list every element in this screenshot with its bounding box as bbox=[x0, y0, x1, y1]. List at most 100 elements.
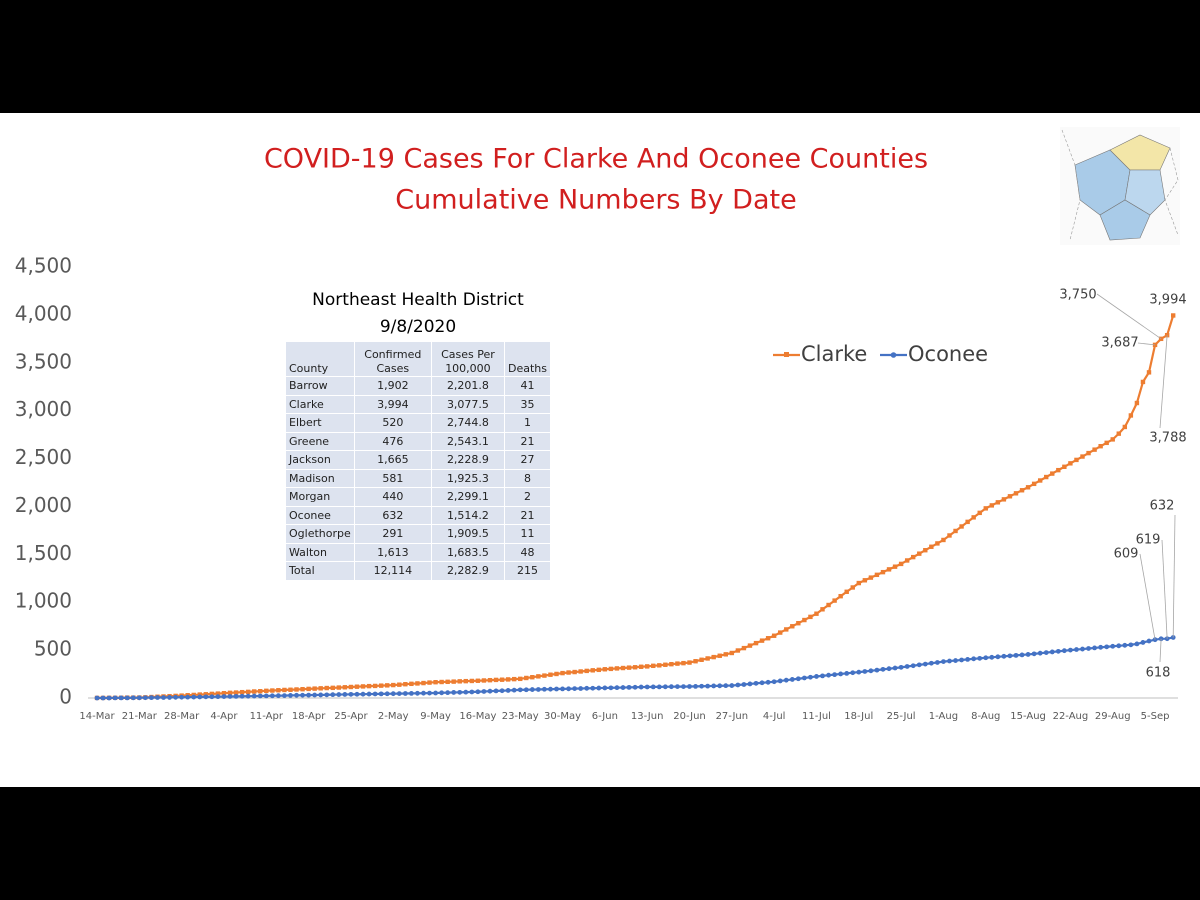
data-point bbox=[264, 688, 269, 694]
data-point bbox=[705, 656, 710, 661]
map-county bbox=[1124, 169, 1166, 216]
table-cell: 1,665 bbox=[353, 450, 432, 470]
table-cell: 3,994 bbox=[353, 394, 432, 414]
data-point bbox=[614, 666, 620, 671]
data-point bbox=[741, 682, 747, 687]
data-point bbox=[802, 617, 807, 623]
data-point bbox=[959, 524, 964, 529]
data-point bbox=[518, 676, 523, 682]
data-point bbox=[789, 677, 795, 682]
table-cell: 27 bbox=[503, 450, 552, 470]
data-point bbox=[681, 660, 686, 666]
data-point bbox=[227, 694, 233, 699]
table-cell: 21 bbox=[503, 505, 552, 525]
data-point bbox=[644, 684, 650, 690]
data-point bbox=[675, 661, 680, 666]
data-point bbox=[318, 692, 324, 698]
data-point bbox=[602, 685, 608, 691]
data-point bbox=[106, 695, 112, 701]
table-cell: 1,925.3 bbox=[430, 468, 505, 488]
data-point bbox=[916, 662, 922, 668]
data-label: 609 bbox=[1114, 547, 1139, 562]
data-point bbox=[608, 685, 614, 691]
data-point bbox=[439, 679, 444, 685]
data-point bbox=[294, 687, 299, 692]
data-point bbox=[203, 692, 209, 697]
data-point bbox=[173, 694, 178, 700]
data-point bbox=[1068, 461, 1073, 466]
leader-line bbox=[1159, 638, 1162, 663]
data-point bbox=[505, 677, 511, 682]
data-point bbox=[391, 682, 396, 688]
data-point bbox=[215, 691, 221, 696]
data-point bbox=[777, 630, 783, 635]
table-cell: Elbert bbox=[285, 413, 355, 433]
leader-line bbox=[1159, 335, 1168, 429]
table-cell: 1,514.2 bbox=[430, 505, 505, 525]
data-point bbox=[282, 687, 287, 693]
data-point bbox=[481, 689, 487, 694]
data-point bbox=[1110, 437, 1115, 442]
data-point bbox=[747, 681, 753, 687]
data-point bbox=[1146, 370, 1152, 375]
data-point bbox=[838, 593, 843, 599]
data-point bbox=[614, 685, 620, 691]
legend-marker bbox=[784, 352, 789, 357]
data-point bbox=[729, 650, 735, 656]
data-point bbox=[1104, 440, 1109, 446]
table-cell: 3,077.5 bbox=[430, 394, 505, 414]
data-point bbox=[662, 684, 668, 690]
data-point bbox=[626, 665, 632, 670]
table-header-row: County Confirmed Cases Cases Per 100,000 De… bbox=[285, 341, 552, 377]
data-point bbox=[753, 640, 759, 646]
data-point bbox=[457, 679, 462, 684]
data-point bbox=[1146, 638, 1152, 644]
data-label: 3,750 bbox=[1059, 288, 1096, 303]
data-point bbox=[136, 695, 142, 701]
x-tick-label: 15-Aug bbox=[1010, 711, 1046, 722]
x-tick-label: 25-Jul bbox=[887, 711, 916, 722]
data-point bbox=[336, 692, 342, 697]
table-cell: 291 bbox=[353, 524, 432, 544]
y-tick-label: 1,000 bbox=[15, 589, 72, 613]
data-point bbox=[324, 685, 329, 691]
data-point bbox=[270, 688, 275, 693]
data-point bbox=[427, 690, 432, 696]
data-point bbox=[771, 679, 777, 685]
data-point bbox=[898, 561, 904, 567]
map-county bbox=[1109, 134, 1171, 171]
county-map bbox=[1060, 127, 1180, 245]
x-tick-label: 9-May bbox=[420, 711, 451, 722]
data-point bbox=[1122, 642, 1128, 648]
data-point bbox=[221, 691, 227, 696]
data-label: 619 bbox=[1136, 533, 1161, 548]
data-point bbox=[874, 667, 880, 673]
table-cell: 48 bbox=[503, 542, 552, 562]
data-point bbox=[1116, 431, 1121, 436]
data-point bbox=[699, 657, 704, 662]
data-point bbox=[167, 695, 172, 700]
data-point bbox=[396, 691, 402, 696]
table-cell: 1,613 bbox=[353, 542, 432, 562]
data-point bbox=[838, 671, 844, 677]
data-point bbox=[560, 670, 565, 676]
data-point bbox=[886, 567, 892, 572]
x-tick-label: 20-Jun bbox=[673, 711, 706, 722]
data-point bbox=[221, 694, 227, 699]
data-point bbox=[911, 554, 916, 560]
table-cell: 1,902 bbox=[353, 376, 432, 396]
data-point bbox=[300, 686, 305, 692]
data-point bbox=[953, 528, 958, 534]
data-point bbox=[808, 614, 813, 620]
table-cell: Oglethorpe bbox=[285, 524, 355, 544]
data-point bbox=[656, 684, 662, 690]
table-row: Greene 476 2,543.1 21 bbox=[285, 431, 552, 451]
data-point bbox=[602, 667, 608, 672]
data-point bbox=[155, 695, 160, 700]
map-border bbox=[1061, 129, 1081, 241]
data-point bbox=[215, 694, 221, 700]
x-tick-label: 13-Jun bbox=[631, 711, 664, 722]
data-point bbox=[868, 575, 874, 580]
table-row: Madison 581 1,925.3 8 bbox=[285, 468, 552, 488]
x-tick-label: 11-Apr bbox=[250, 711, 284, 722]
